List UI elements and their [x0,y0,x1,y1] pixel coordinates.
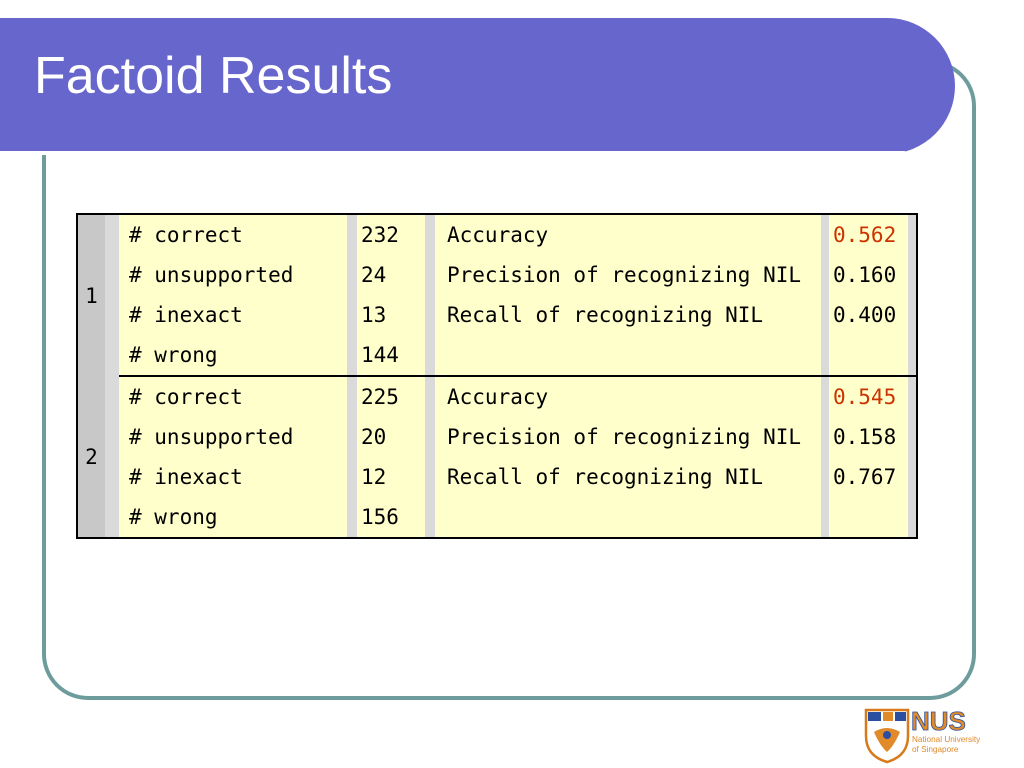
metric-name-cell: Recall of recognizing NIL [435,457,821,498]
title-bar [0,18,955,155]
table-row: # unsupported 24 Precision of recognizin… [77,254,917,295]
stat-count-cell: 144 [347,335,435,377]
metric-name-cell: Accuracy [435,376,821,417]
metric-value-cell [821,497,917,539]
table-row: # unsupported 20 Precision of recognizin… [77,416,917,457]
table-row: # wrong 156 [77,497,917,539]
metric-name-cell: Recall of recognizing NIL [435,295,821,336]
title-underline [0,151,905,155]
stat-name-cell: # unsupported [119,416,347,457]
metric-name-cell [435,335,821,377]
nus-crest-icon [864,708,910,764]
accuracy-value-cell: 0.545 [821,376,917,417]
stat-count-cell: 20 [347,416,435,457]
stat-count-cell: 24 [347,254,435,295]
logo-subtitle-line1: National University [912,735,980,744]
metric-value-cell: 0.158 [821,416,917,457]
table-row: 2 # correct 225 Accuracy 0.545 [77,376,917,538]
logo-wordmark: NUS [911,706,966,736]
results-table: 1 # correct 232 Accuracy 0.562 # unsuppo… [76,213,918,539]
table-row: # wrong 144 [77,335,917,377]
run-number-cell: 1 [77,214,119,376]
stat-name-cell: # correct [119,214,347,255]
run-number-cell: 2 [77,376,119,538]
stat-count-cell: 13 [347,295,435,336]
slide-title: Factoid Results [34,47,393,105]
stat-name-cell: # inexact [119,457,347,498]
table-row: # inexact 12 Recall of recognizing NIL 0… [77,457,917,498]
metric-value-cell: 0.160 [821,254,917,295]
accuracy-value-cell: 0.562 [821,214,917,255]
stat-name-cell: # wrong [119,335,347,377]
nus-logo: NUS National University of Singapore [864,706,980,764]
stat-count-cell: 12 [347,457,435,498]
logo-subtitle-line2: of Singapore [912,745,959,754]
metric-name-cell [435,497,821,539]
stat-count-cell: 232 [347,214,435,255]
metric-value-cell: 0.400 [821,295,917,336]
stat-name-cell: # inexact [119,295,347,336]
metric-name-cell: Precision of recognizing NIL [435,416,821,457]
stat-count-cell: 156 [347,497,435,539]
metric-value-cell: 0.767 [821,457,917,498]
table-row: # inexact 13 Recall of recognizing NIL 0… [77,295,917,336]
stat-name-cell: # correct [119,376,347,417]
metric-name-cell: Accuracy [435,214,821,255]
metric-value-cell [821,335,917,377]
stat-count-cell: 225 [347,376,435,417]
table-row: 1 # correct 232 Accuracy 0.562 [77,214,917,376]
stat-name-cell: # wrong [119,497,347,539]
stat-name-cell: # unsupported [119,254,347,295]
metric-name-cell: Precision of recognizing NIL [435,254,821,295]
